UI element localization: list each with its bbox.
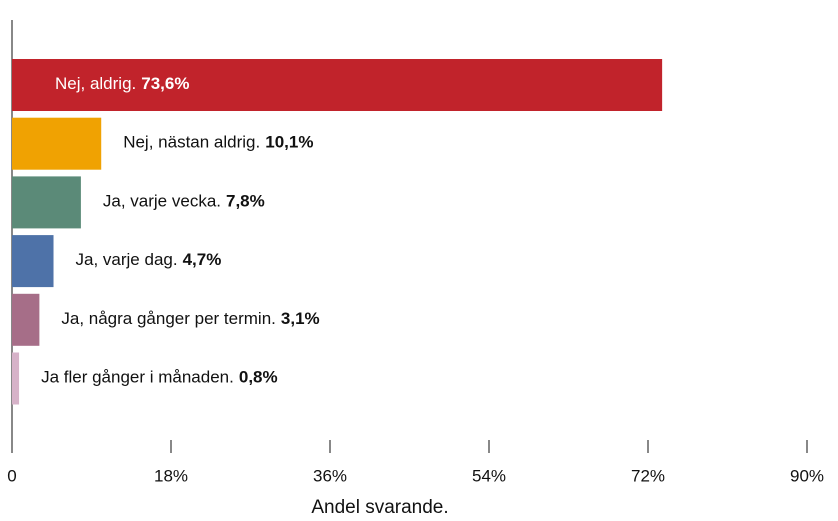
x-tick-label: 90%	[790, 466, 824, 485]
x-tick-label: 0	[7, 466, 16, 485]
bar	[12, 117, 102, 170]
value-label: 0,8%	[239, 368, 278, 387]
value-label: 10,1%	[265, 133, 313, 152]
bar	[12, 59, 663, 111]
category-label: Nej, nästan aldrig.	[123, 133, 260, 152]
value-label: 73,6%	[141, 74, 189, 93]
bar-label: Nej, nästan aldrig. 10,1%	[123, 133, 313, 152]
x-axis-label: Andel svarande.	[311, 497, 448, 518]
category-label: Ja, några gånger per termin.	[61, 309, 276, 328]
bar-label: Ja, varje dag. 4,7%	[76, 251, 222, 270]
bar-label: Ja fler gånger i månaden. 0,8%	[41, 368, 278, 387]
bar	[12, 352, 20, 405]
bar-label: Ja, varje vecka. 7,8%	[103, 192, 265, 211]
x-tick-label: 72%	[631, 466, 665, 485]
category-label: Ja fler gånger i månaden.	[41, 368, 234, 387]
bar-label: Nej, aldrig. 73,6%	[55, 74, 189, 93]
bar	[12, 235, 54, 288]
x-tick-label: 54%	[472, 466, 506, 485]
bar	[12, 293, 40, 346]
value-label: 3,1%	[281, 309, 320, 328]
bar	[12, 176, 81, 229]
x-tick-label: 18%	[154, 466, 188, 485]
category-label: Ja, varje dag.	[76, 251, 178, 270]
value-label: 7,8%	[226, 192, 265, 211]
value-label: 4,7%	[183, 251, 222, 270]
bar-label: Ja, några gånger per termin. 3,1%	[61, 309, 319, 328]
category-label: Ja, varje vecka.	[103, 192, 221, 211]
x-tick-label: 36%	[313, 466, 347, 485]
category-label: Nej, aldrig.	[55, 74, 136, 93]
